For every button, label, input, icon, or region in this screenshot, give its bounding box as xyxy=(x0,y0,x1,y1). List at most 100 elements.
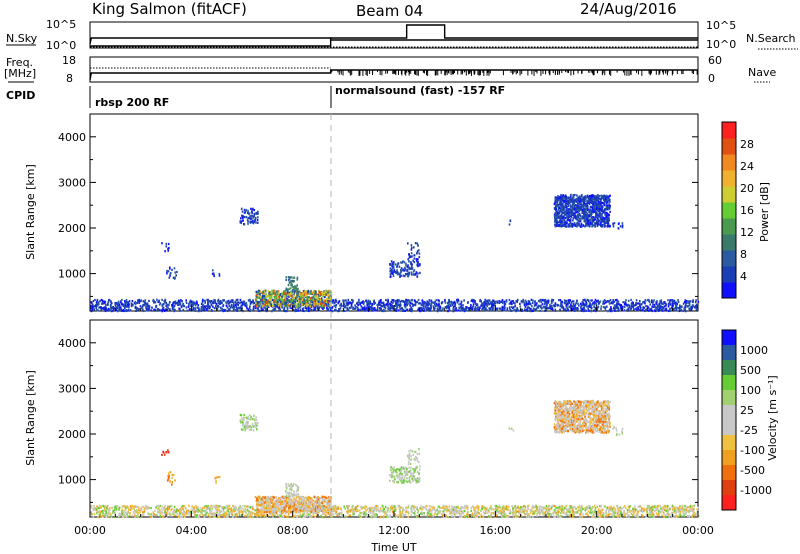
scatter-cell xyxy=(152,298,155,302)
scatter-cell xyxy=(565,299,568,303)
scatter-cell xyxy=(568,211,571,214)
scatter-cell xyxy=(561,300,564,304)
scatter-cell xyxy=(501,299,504,302)
scatter-cell xyxy=(576,206,578,209)
scatter-cell xyxy=(600,207,602,210)
scatter-cell xyxy=(413,261,416,264)
scatter-cell xyxy=(422,304,425,307)
scatter-cell xyxy=(362,302,365,305)
scatter-cell xyxy=(311,291,314,294)
scatter-cell xyxy=(562,207,565,210)
scatter-cell xyxy=(592,203,594,206)
scatter-cell xyxy=(303,298,306,301)
scatter-cell xyxy=(579,206,581,209)
scatter-cell xyxy=(562,216,565,220)
scatter-cell xyxy=(410,273,413,276)
scatter-cell xyxy=(389,263,392,266)
scatter-cell xyxy=(296,295,299,299)
scatter-cell xyxy=(240,308,242,311)
scatter-cell xyxy=(379,299,382,302)
scatter-cell xyxy=(550,300,553,303)
scatter-cell xyxy=(516,298,519,301)
scatter-cell xyxy=(473,308,476,311)
nsky-tick-top: 10^5 xyxy=(46,18,76,31)
scatter-cell xyxy=(240,217,242,220)
scatter-cell xyxy=(206,298,208,301)
scatter-cell xyxy=(596,209,599,212)
scatter-cell xyxy=(290,280,292,283)
scatter-cell xyxy=(260,302,263,306)
scatter-cell xyxy=(573,205,575,208)
scatter-cell xyxy=(264,298,267,301)
scatter-cell xyxy=(256,218,259,222)
scatter-cell xyxy=(201,305,204,308)
scatter-cell xyxy=(157,308,160,311)
scatter-cell xyxy=(535,307,538,310)
scatter-cell xyxy=(586,208,589,211)
scatter-cell xyxy=(245,209,247,212)
scatter-cell xyxy=(302,293,304,296)
y-tick-label: 1000 xyxy=(58,268,86,281)
scatter-cell xyxy=(354,304,356,307)
scatter-cell xyxy=(206,511,209,514)
scatter-cell xyxy=(544,302,546,306)
scatter-cell xyxy=(173,301,176,304)
scatter-cell xyxy=(124,304,127,307)
scatter-cell xyxy=(364,309,366,312)
scatter-cell xyxy=(669,309,671,312)
scatter-cell xyxy=(577,509,579,513)
scatter-cell xyxy=(257,295,259,298)
scatter-cell xyxy=(667,299,669,302)
scatter-cell xyxy=(577,219,580,222)
scatter-cell xyxy=(364,307,366,310)
scatter-cell xyxy=(321,302,323,306)
scatter-cell xyxy=(323,296,326,299)
scatter-cell xyxy=(567,204,570,207)
scatter-cell xyxy=(174,302,177,305)
scatter-cell xyxy=(253,218,256,221)
scatter-cell xyxy=(91,303,94,306)
scatter-cell xyxy=(308,309,310,313)
scatter-cell xyxy=(687,300,690,303)
scatter-cell xyxy=(235,307,238,310)
scatter-cell xyxy=(355,306,357,309)
scatter-cell xyxy=(396,265,398,268)
scatter-cell xyxy=(675,303,677,306)
scatter-cell xyxy=(572,195,575,198)
scatter-cell xyxy=(540,301,543,304)
scatter-cell xyxy=(188,513,190,516)
scatter-cell xyxy=(384,307,387,310)
scatter-cell xyxy=(563,197,566,200)
colorbar-tick-label: 24 xyxy=(740,160,754,173)
scatter-cell xyxy=(398,299,401,302)
scatter-cell xyxy=(277,306,280,310)
scatter-cell xyxy=(579,214,582,217)
scatter-cell xyxy=(90,301,93,304)
scatter-cell xyxy=(554,225,557,228)
scatter-cell xyxy=(285,301,287,305)
scatter-cell xyxy=(563,215,565,218)
scatter-cell xyxy=(568,212,571,215)
scatter-cell xyxy=(401,308,404,311)
scatter-cell xyxy=(574,224,577,227)
scatter-cell xyxy=(416,259,418,263)
scatter-cell xyxy=(104,301,107,304)
scatter-cell xyxy=(239,298,242,301)
scatter-cell xyxy=(508,298,511,302)
scatter-cell xyxy=(574,212,576,215)
scatter-cell xyxy=(400,268,402,271)
scatter-cell xyxy=(605,196,607,199)
scatter-cell xyxy=(610,306,612,309)
scatter-cell xyxy=(193,307,195,310)
scatter-cell xyxy=(604,211,607,215)
scatter-cell xyxy=(251,214,253,217)
scatter-cell xyxy=(157,300,159,303)
scatter-cell xyxy=(565,209,567,212)
scatter-cell xyxy=(222,304,225,307)
scatter-cell xyxy=(560,193,562,197)
scatter-cell xyxy=(291,285,294,288)
scatter-cell xyxy=(529,309,531,312)
scatter-cell xyxy=(296,291,298,294)
scatter-cell xyxy=(630,298,632,301)
scatter-cell xyxy=(555,214,557,217)
